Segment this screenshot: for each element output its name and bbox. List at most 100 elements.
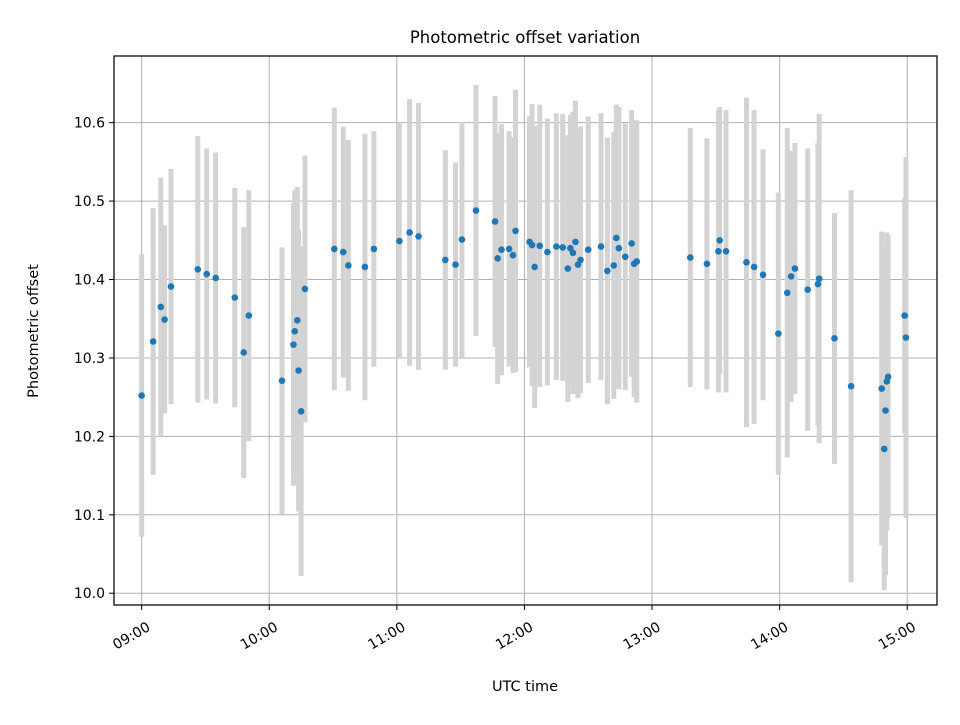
data-point [610,262,618,269]
x-tick-label: 13:00 [621,619,664,653]
data-point [361,263,369,271]
data-point [528,241,536,249]
data-point [231,294,239,301]
data-point [815,275,823,283]
data-point [370,245,378,253]
data-point [628,240,635,247]
data-point [633,258,641,265]
data-point [882,407,889,414]
data-point [491,218,499,225]
data-point [536,242,544,250]
data-point [149,338,157,345]
data-point [512,227,519,235]
data-point [564,265,572,272]
data-point [331,245,338,253]
data-point [621,253,629,261]
data-point [750,263,758,271]
data-point [703,260,711,268]
data-point [278,377,286,384]
data-point [396,237,403,245]
data-point [295,367,302,374]
data-point [203,270,211,278]
chart-title: Photometric offset variation [410,28,640,47]
data-point [880,445,888,453]
y-tick-label: 10.4 [74,273,105,289]
data-point [604,267,611,275]
data-point [245,312,253,319]
x-tick-label: 14:00 [748,619,791,653]
y-tick-label: 10.1 [74,508,105,524]
data-point [597,243,605,250]
y-axis-label: Photometric offset [26,264,42,398]
data-point [531,263,538,271]
data-point [505,245,513,253]
data-point [509,251,517,259]
y-tick-label: 10.5 [74,194,105,210]
data-point [775,330,782,337]
data-point [345,262,352,269]
data-point [572,238,579,246]
data-point [791,265,799,272]
data-point [759,271,767,279]
plot-frame [113,55,938,606]
data-point [138,392,145,399]
data-point [584,246,592,254]
data-point [240,349,248,356]
grid-lines [114,56,937,605]
data-point [472,207,480,214]
x-tick-label: 15:00 [876,619,919,653]
point-layer [138,207,910,453]
data-point [783,289,791,297]
data-point [161,316,168,323]
data-point [743,258,750,266]
data-point [559,244,567,251]
y-tick-label: 10.2 [74,429,105,445]
data-point [613,234,620,242]
x-tick-label: 12:00 [493,619,536,653]
data-point [167,283,175,290]
data-point [406,229,413,236]
data-point [212,274,219,282]
data-point [297,407,305,415]
data-point [715,247,722,255]
data-point [194,266,202,273]
data-point [442,256,449,264]
data-point [577,256,584,264]
x-axis-label: UTC time [492,679,558,695]
data-point [878,385,886,392]
x-tick-label: 11:00 [365,619,408,653]
data-point [901,312,908,319]
data-point [569,249,577,257]
x-tick-label: 10:00 [238,619,281,653]
data-point [814,280,822,288]
data-point [157,303,165,311]
data-point [294,317,301,324]
data-point [716,237,723,244]
data-point [804,286,812,294]
data-point [291,327,299,335]
data-point [458,236,466,243]
data-point [301,285,309,293]
data-point [787,273,795,280]
data-point [902,334,910,341]
data-point [847,382,855,390]
data-point [884,373,892,381]
x-tick-label: 09:00 [110,619,153,653]
y-tick-label: 10.6 [74,116,105,132]
data-point [290,341,297,348]
data-point [687,254,694,261]
data-point [452,261,459,268]
y-tick-label: 10.3 [74,351,105,367]
data-point [722,247,730,255]
data-point [415,233,422,240]
data-point [498,246,505,254]
y-tick-label: 10.0 [74,586,105,602]
data-point [494,255,501,262]
data-point [831,335,838,342]
data-point [339,248,347,256]
data-point [553,243,560,250]
data-point [544,248,551,256]
data-point [615,244,623,252]
